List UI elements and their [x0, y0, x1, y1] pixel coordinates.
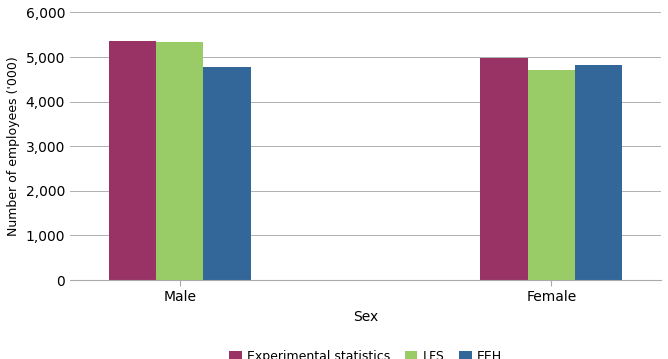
Legend: Experimental statistics, LFS, EEH: Experimental statistics, LFS, EEH — [224, 345, 507, 359]
Bar — [575, 65, 622, 280]
Bar — [109, 41, 156, 280]
Bar — [156, 42, 203, 280]
Bar — [480, 58, 528, 280]
X-axis label: Sex: Sex — [353, 310, 378, 324]
Y-axis label: Number of employees ('000): Number of employees ('000) — [7, 56, 20, 236]
Bar — [528, 70, 575, 280]
Bar — [203, 67, 250, 280]
